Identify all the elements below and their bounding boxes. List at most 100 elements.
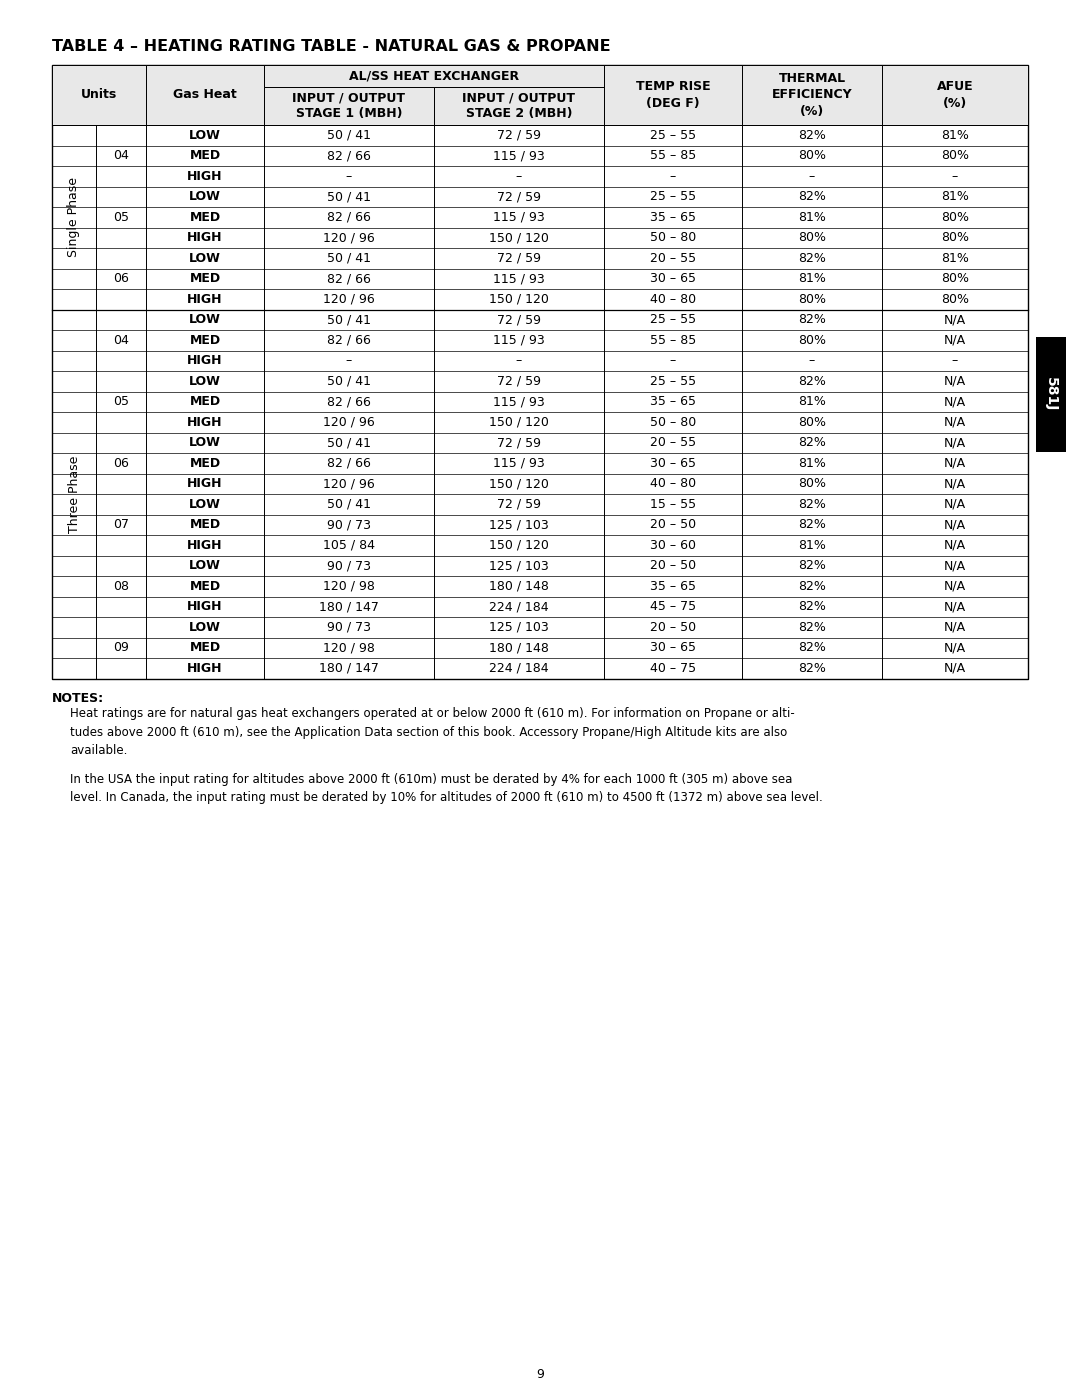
Text: 40 – 80: 40 – 80: [650, 478, 697, 490]
Text: 80%: 80%: [941, 272, 969, 285]
Text: 80%: 80%: [941, 232, 969, 244]
Text: 72 / 59: 72 / 59: [497, 374, 541, 388]
Text: HIGH: HIGH: [187, 662, 222, 675]
Text: 82 / 66: 82 / 66: [327, 334, 370, 346]
Text: N/A: N/A: [944, 559, 967, 573]
Text: THERMAL
EFFICIENCY
(%): THERMAL EFFICIENCY (%): [772, 73, 852, 117]
Bar: [742, 66, 882, 124]
Text: 50 / 41: 50 / 41: [327, 497, 372, 511]
Text: 82%: 82%: [798, 641, 826, 654]
Text: LOW: LOW: [189, 251, 221, 265]
Text: 150 / 120: 150 / 120: [489, 539, 549, 552]
Text: MED: MED: [189, 395, 220, 408]
Text: 82%: 82%: [798, 436, 826, 450]
Text: 82%: 82%: [798, 129, 826, 141]
Text: 80%: 80%: [798, 232, 826, 244]
Text: 81%: 81%: [798, 272, 826, 285]
Text: INPUT / OUTPUT
STAGE 1 (MBH): INPUT / OUTPUT STAGE 1 (MBH): [293, 91, 405, 120]
Text: 50 / 41: 50 / 41: [327, 129, 372, 141]
Text: HIGH: HIGH: [187, 355, 222, 367]
Text: 04: 04: [113, 149, 129, 162]
Text: 30 – 65: 30 – 65: [650, 641, 696, 654]
Text: 105 / 84: 105 / 84: [323, 539, 375, 552]
Text: –: –: [670, 355, 676, 367]
Text: AFUE
(%): AFUE (%): [936, 81, 973, 109]
Text: 50 / 41: 50 / 41: [327, 374, 372, 388]
Text: 80%: 80%: [798, 334, 826, 346]
Text: 82%: 82%: [798, 620, 826, 634]
Text: HIGH: HIGH: [187, 539, 222, 552]
Bar: [146, 66, 264, 124]
Text: 82%: 82%: [798, 662, 826, 675]
Text: 120 / 96: 120 / 96: [323, 478, 375, 490]
Text: LOW: LOW: [189, 374, 221, 388]
Text: 150 / 120: 150 / 120: [489, 232, 549, 244]
Text: 90 / 73: 90 / 73: [327, 518, 372, 531]
Text: –: –: [951, 170, 958, 183]
Text: 08: 08: [113, 580, 129, 592]
Bar: [264, 66, 604, 87]
Text: LOW: LOW: [189, 436, 221, 450]
Text: 9: 9: [536, 1369, 544, 1382]
Text: 82%: 82%: [798, 580, 826, 592]
Text: LOW: LOW: [189, 559, 221, 573]
Text: MED: MED: [189, 518, 220, 531]
Text: MED: MED: [189, 641, 220, 654]
Text: N/A: N/A: [944, 620, 967, 634]
Text: 35 – 65: 35 – 65: [650, 580, 696, 592]
Text: 50 – 80: 50 – 80: [650, 416, 697, 429]
Text: INPUT / OUTPUT
STAGE 2 (MBH): INPUT / OUTPUT STAGE 2 (MBH): [462, 91, 576, 120]
Text: MED: MED: [189, 580, 220, 592]
Text: 150 / 120: 150 / 120: [489, 293, 549, 306]
Text: NOTES:: NOTES:: [52, 693, 104, 705]
Text: MED: MED: [189, 211, 220, 224]
Text: 180 / 148: 180 / 148: [489, 580, 549, 592]
Text: 20 – 50: 20 – 50: [650, 518, 697, 531]
Text: HIGH: HIGH: [187, 232, 222, 244]
Text: 115 / 93: 115 / 93: [494, 334, 545, 346]
Text: 35 – 65: 35 – 65: [650, 211, 696, 224]
Text: 90 / 73: 90 / 73: [327, 620, 372, 634]
Text: TEMP RISE
(DEG F): TEMP RISE (DEG F): [636, 81, 711, 109]
Text: LOW: LOW: [189, 313, 221, 327]
Text: 25 – 55: 25 – 55: [650, 129, 697, 141]
Text: 50 / 41: 50 / 41: [327, 436, 372, 450]
Text: 80%: 80%: [798, 293, 826, 306]
Text: N/A: N/A: [944, 478, 967, 490]
Text: Single Phase: Single Phase: [67, 177, 81, 257]
Text: 115 / 93: 115 / 93: [494, 395, 545, 408]
Text: Heat ratings are for natural gas heat exchangers operated at or below 2000 ft (6: Heat ratings are for natural gas heat ex…: [70, 707, 795, 757]
Text: 80%: 80%: [798, 478, 826, 490]
Text: 20 – 55: 20 – 55: [650, 436, 697, 450]
Text: LOW: LOW: [189, 620, 221, 634]
Text: 81%: 81%: [941, 190, 969, 203]
Text: 05: 05: [113, 211, 129, 224]
Text: LOW: LOW: [189, 497, 221, 511]
Text: TABLE 4 – HEATING RATING TABLE - NATURAL GAS & PROPANE: TABLE 4 – HEATING RATING TABLE - NATURAL…: [52, 39, 610, 54]
Text: 120 / 96: 120 / 96: [323, 293, 375, 306]
Text: HIGH: HIGH: [187, 601, 222, 613]
Text: N/A: N/A: [944, 580, 967, 592]
Text: N/A: N/A: [944, 334, 967, 346]
Text: 72 / 59: 72 / 59: [497, 497, 541, 511]
Text: 25 – 55: 25 – 55: [650, 374, 697, 388]
Text: 180 / 147: 180 / 147: [319, 601, 379, 613]
Text: 06: 06: [113, 457, 129, 469]
Text: N/A: N/A: [944, 662, 967, 675]
Text: 72 / 59: 72 / 59: [497, 436, 541, 450]
Text: 125 / 103: 125 / 103: [489, 518, 549, 531]
Text: 30 – 60: 30 – 60: [650, 539, 696, 552]
Text: 05: 05: [113, 395, 129, 408]
Text: 25 – 55: 25 – 55: [650, 313, 697, 327]
Text: 150 / 120: 150 / 120: [489, 478, 549, 490]
Text: LOW: LOW: [189, 190, 221, 203]
Text: Three Phase: Three Phase: [67, 455, 81, 532]
Text: 50 / 41: 50 / 41: [327, 251, 372, 265]
Text: 15 – 55: 15 – 55: [650, 497, 697, 511]
Text: –: –: [346, 355, 352, 367]
Text: 82%: 82%: [798, 313, 826, 327]
Text: 07: 07: [113, 518, 129, 531]
Text: 81%: 81%: [941, 129, 969, 141]
Text: HIGH: HIGH: [187, 478, 222, 490]
Text: N/A: N/A: [944, 374, 967, 388]
